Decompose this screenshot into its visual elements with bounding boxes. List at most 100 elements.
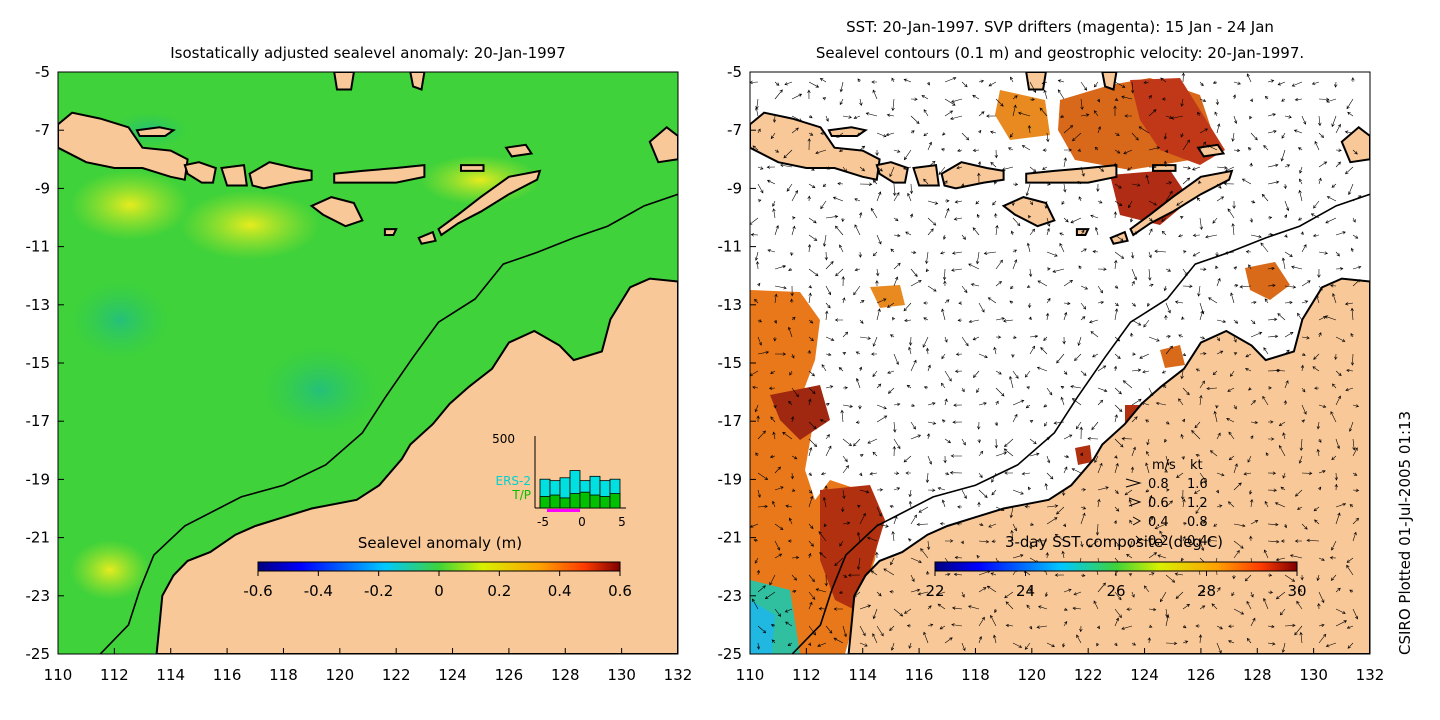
velocity-legend-arrow	[1132, 516, 1142, 526]
y-tick-label: -23	[26, 587, 51, 605]
shelf-break-contour	[99, 193, 678, 654]
sst-colorbar-ticks: 22 24 26 28 30	[925, 571, 1307, 600]
geostrophic-velocity-vectors	[750, 72, 1362, 654]
colorbar-tick-label: 0.4	[548, 582, 572, 600]
sst-patch-cold	[750, 600, 775, 654]
altimeter-histogram: 500 ERS-2 T/P -5 0 5	[492, 432, 626, 529]
y-tick-label: -15	[26, 354, 51, 372]
landmass-timor	[1129, 169, 1234, 237]
landmass-wetar	[504, 143, 534, 158]
tp-bar	[549, 494, 561, 509]
velocity-legend-ms: 0.6	[1148, 496, 1169, 511]
x-tick-label: 114	[156, 666, 185, 684]
ers2-label: ERS-2	[495, 474, 531, 488]
sst-patch-warm	[1130, 78, 1225, 165]
velocity-arrow-field	[750, 72, 1362, 654]
x-tick-label: 122	[382, 666, 411, 684]
y-tick-label: -25	[26, 645, 51, 663]
right-map-title-line2: Sealevel contours (0.1 m) and geostrophi…	[816, 44, 1304, 62]
y-tick-label: -17	[26, 412, 51, 430]
histogram-bars	[539, 470, 621, 509]
tp-label: T/P	[511, 488, 531, 502]
tp-bar	[559, 497, 571, 509]
left-axes: 110 112 114 116 118 120 122 124 126 128 130 132 -5 -7…	[26, 63, 693, 684]
velocity-legend-kt: 1.2	[1187, 496, 1208, 511]
landmass-buton	[1101, 72, 1118, 91]
y-tick-label: -21	[26, 529, 51, 547]
left-map-area	[58, 72, 678, 654]
landmass-sumba	[309, 196, 364, 228]
right-map-title-line1: SST: 20-Jan-1997. SVP drifters (magenta)…	[846, 18, 1274, 36]
y-tick-label: -7	[35, 121, 50, 139]
colorbar-tick-label: 26	[1106, 582, 1125, 600]
y-tick-label: -11	[26, 238, 51, 256]
landmass-madura	[827, 126, 868, 137]
velocity-legend-arrow	[1128, 497, 1142, 507]
left-map-panel: Isostatically adjusted sealevel anomaly:…	[26, 44, 693, 684]
y-tick-label: -5	[35, 63, 50, 81]
y-tick-label: -21	[718, 529, 743, 547]
y-tick-label: -23	[718, 587, 743, 605]
y-tick-label: -19	[26, 470, 51, 488]
velocity-legend-kt: 0.8	[1187, 515, 1208, 530]
colorbar-gradient	[257, 561, 621, 572]
velocity-legend-arrow	[1135, 535, 1141, 545]
anomaly-high-region	[70, 170, 190, 240]
histogram-tick-label: -5	[537, 515, 549, 529]
x-tick-label: 114	[848, 666, 877, 684]
colorbar-tick-label: 0	[434, 582, 444, 600]
y-tick-label: -19	[718, 470, 743, 488]
landmass-flores	[333, 163, 426, 184]
drifter-range-marker	[547, 509, 580, 512]
x-tick-label: 112	[100, 666, 129, 684]
sst-patch-north	[995, 90, 1050, 140]
colorbar-label: Sealevel anomaly (m)	[358, 534, 522, 552]
y-tick-label: -13	[718, 296, 743, 314]
land-mask	[58, 72, 678, 654]
velocity-legend-arrow	[1125, 478, 1142, 488]
x-tick-label: 110	[44, 666, 73, 684]
y-tick-label: -13	[26, 296, 51, 314]
x-tick-label: 110	[736, 666, 765, 684]
landmass-timor	[437, 169, 542, 237]
sst-patch-warm	[770, 385, 830, 440]
land-mask	[750, 72, 1370, 654]
y-tick-label: -25	[718, 645, 743, 663]
landmass-alor	[1152, 164, 1177, 172]
x-tick-label: 118	[269, 666, 298, 684]
y-tick-label: -11	[718, 238, 743, 256]
landmass-sumbawa	[940, 161, 1005, 190]
landmass-sulawesi	[1025, 72, 1047, 91]
colorbar-tick-label: 22	[925, 582, 944, 600]
sst-patch-small	[1160, 345, 1185, 368]
x-tick-label: 124	[1130, 666, 1159, 684]
landmass-sumbawa	[248, 161, 313, 190]
tp-bar	[589, 494, 601, 509]
landmass-bali	[183, 161, 217, 184]
sst-colorbar-gradient	[934, 561, 1298, 572]
left-map-title: Isostatically adjusted sealevel anomaly:…	[170, 44, 566, 62]
x-tick-label: 130	[1299, 666, 1328, 684]
landmass-sumba	[1001, 196, 1056, 228]
colorbar-tick-label: 28	[1197, 582, 1216, 600]
tp-bar	[569, 493, 581, 509]
sst-patch-small	[1075, 445, 1092, 465]
colorbar-tick-label: 30	[1287, 582, 1306, 600]
sealevel-colorbar: Sealevel anomaly (m) -0.6 -0.4 -0.2 0 0.2 0.4…	[243, 534, 632, 600]
landmass-tanimbar	[1340, 126, 1370, 164]
shelf-break-contour	[791, 193, 1370, 654]
colorbar-tick-label: 0.2	[487, 582, 511, 600]
plotted-note: CSIRO Plotted 01-Jul-2005 01:13	[1396, 411, 1414, 655]
x-tick-label: 112	[792, 666, 821, 684]
colorbar-tick-label: -0.6	[243, 582, 272, 600]
landmass-buton	[409, 72, 426, 91]
landmass-alor	[460, 164, 485, 172]
x-tick-label: 126	[495, 666, 524, 684]
velocity-legend-kt: 0.4	[1187, 534, 1208, 549]
y-tick-label: -9	[727, 179, 742, 197]
anomaly-low-region	[260, 345, 380, 435]
sst-colorbar-label: 3-day SST composite (deg C)	[1005, 533, 1223, 551]
right-map-area	[750, 72, 1370, 654]
landmass-wetar	[1196, 143, 1226, 158]
